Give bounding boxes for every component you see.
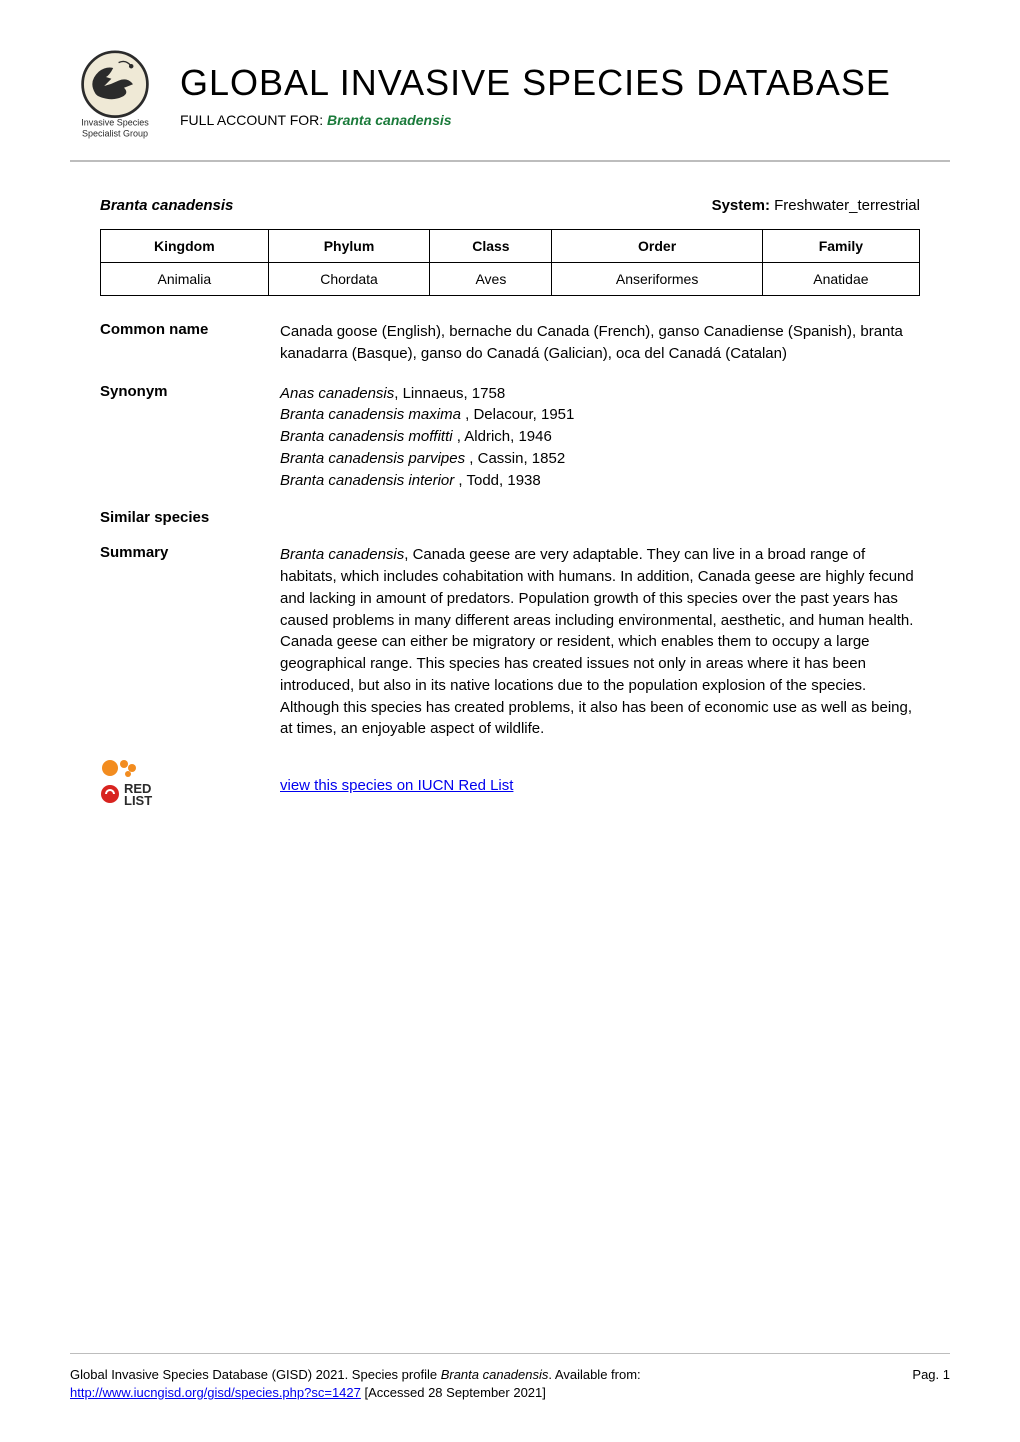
- taxonomy-order: Anseriformes: [552, 263, 762, 296]
- synonym-author: , Todd, 1938: [454, 472, 540, 489]
- taxonomy-header-family: Family: [762, 230, 919, 263]
- system-text: System: Freshwater_terrestrial: [712, 197, 920, 214]
- species-system-row: Branta canadensis System: Freshwater_ter…: [70, 197, 950, 214]
- footer-suffix: . Available from:: [548, 1367, 640, 1382]
- summary-body: , Canada geese are very adaptable. They …: [280, 546, 914, 737]
- taxonomy-header-phylum: Phylum: [268, 230, 430, 263]
- page-header: Invasive Species Specialist Group GLOBAL…: [70, 50, 950, 162]
- similar-species-label: Similar species: [100, 509, 280, 526]
- page-footer: Global Invasive Species Database (GISD) …: [70, 1353, 950, 1402]
- synonym-author: , Delacour, 1951: [461, 406, 574, 423]
- taxonomy-kingdom: Animalia: [101, 263, 269, 296]
- taxonomy-header-class: Class: [430, 230, 552, 263]
- red-list-link[interactable]: view this species on IUCN Red List: [280, 777, 513, 794]
- footer-prefix: Global Invasive Species Database (GISD) …: [70, 1367, 441, 1382]
- synonym-value: Anas canadensis, Linnaeus, 1758 Branta c…: [280, 383, 920, 492]
- taxonomy-table: Kingdom Phylum Class Order Family Animal…: [100, 229, 920, 296]
- taxonomy-phylum: Chordata: [268, 263, 430, 296]
- red-list-row: RED LIST view this species on IUCN Red L…: [70, 758, 950, 813]
- synonym-item: Branta canadensis interior , Todd, 1938: [280, 470, 920, 492]
- synonym-label: Synonym: [100, 383, 280, 492]
- svg-text:LIST: LIST: [124, 793, 152, 808]
- logo-text-1: Invasive Species: [81, 118, 149, 128]
- summary-value: Branta canadensis, Canada geese are very…: [280, 544, 920, 740]
- red-list-icons: RED LIST: [100, 758, 280, 813]
- common-name-label: Common name: [100, 321, 280, 365]
- summary-label: Summary: [100, 544, 280, 740]
- footer-citation: Global Invasive Species Database (GISD) …: [70, 1366, 870, 1402]
- summary-section: Summary Branta canadensis, Canada geese …: [70, 544, 950, 740]
- subtitle: FULL ACCOUNT FOR: Branta canadensis: [180, 112, 950, 128]
- footer-accessed: [Accessed 28 September 2021]: [361, 1385, 546, 1400]
- common-name-value: Canada goose (English), bernache du Cana…: [280, 321, 920, 365]
- similar-species-value: [280, 509, 920, 526]
- taxonomy-family: Anatidae: [762, 263, 919, 296]
- similar-species-section: Similar species: [70, 509, 950, 526]
- synonym-name: Branta canadensis parvipes: [280, 450, 465, 467]
- system-value: Freshwater_terrestrial: [774, 197, 920, 214]
- species-name-heading: Branta canadensis: [100, 197, 233, 214]
- taxonomy-data-row: Animalia Chordata Aves Anseriformes Anat…: [101, 263, 920, 296]
- logo-text-2: Specialist Group: [82, 128, 148, 138]
- issg-logo: Invasive Species Specialist Group: [70, 50, 160, 140]
- synonym-item: Branta canadensis maxima , Delacour, 195…: [280, 404, 920, 426]
- synonym-item: Branta canadensis parvipes , Cassin, 185…: [280, 448, 920, 470]
- footer-species: Branta canadensis: [441, 1367, 549, 1382]
- synonym-author: , Aldrich, 1946: [453, 428, 552, 445]
- common-name-section: Common name Canada goose (English), bern…: [70, 321, 950, 365]
- subtitle-label: FULL ACCOUNT FOR:: [180, 112, 327, 128]
- header-text-block: GLOBAL INVASIVE SPECIES DATABASE FULL AC…: [180, 62, 950, 128]
- taxonomy-class: Aves: [430, 263, 552, 296]
- synonym-section: Synonym Anas canadensis, Linnaeus, 1758 …: [70, 383, 950, 492]
- taxonomy-header-row: Kingdom Phylum Class Order Family: [101, 230, 920, 263]
- synonym-name: Branta canadensis moffitti: [280, 428, 453, 445]
- synonym-author: , Cassin, 1852: [465, 450, 565, 467]
- taxonomy-header-kingdom: Kingdom: [101, 230, 269, 263]
- synonym-name: Anas canadensis: [280, 385, 394, 402]
- synonym-item: Anas canadensis, Linnaeus, 1758: [280, 383, 920, 405]
- system-label: System:: [712, 197, 775, 214]
- synonym-name: Branta canadensis interior: [280, 472, 454, 489]
- footer-page-number: Pag. 1: [870, 1366, 950, 1402]
- database-title: GLOBAL INVASIVE SPECIES DATABASE: [180, 62, 950, 104]
- main-content: Branta canadensis System: Freshwater_ter…: [70, 162, 950, 813]
- synonym-item: Branta canadensis moffitti , Aldrich, 19…: [280, 426, 920, 448]
- footer-url-link[interactable]: http://www.iucngisd.org/gisd/species.php…: [70, 1385, 361, 1400]
- synonym-author: , Linnaeus, 1758: [394, 385, 505, 402]
- synonym-name: Branta canadensis maxima: [280, 406, 461, 423]
- subtitle-species: Branta canadensis: [327, 112, 452, 128]
- summary-species-name: Branta canadensis: [280, 546, 404, 563]
- taxonomy-header-order: Order: [552, 230, 762, 263]
